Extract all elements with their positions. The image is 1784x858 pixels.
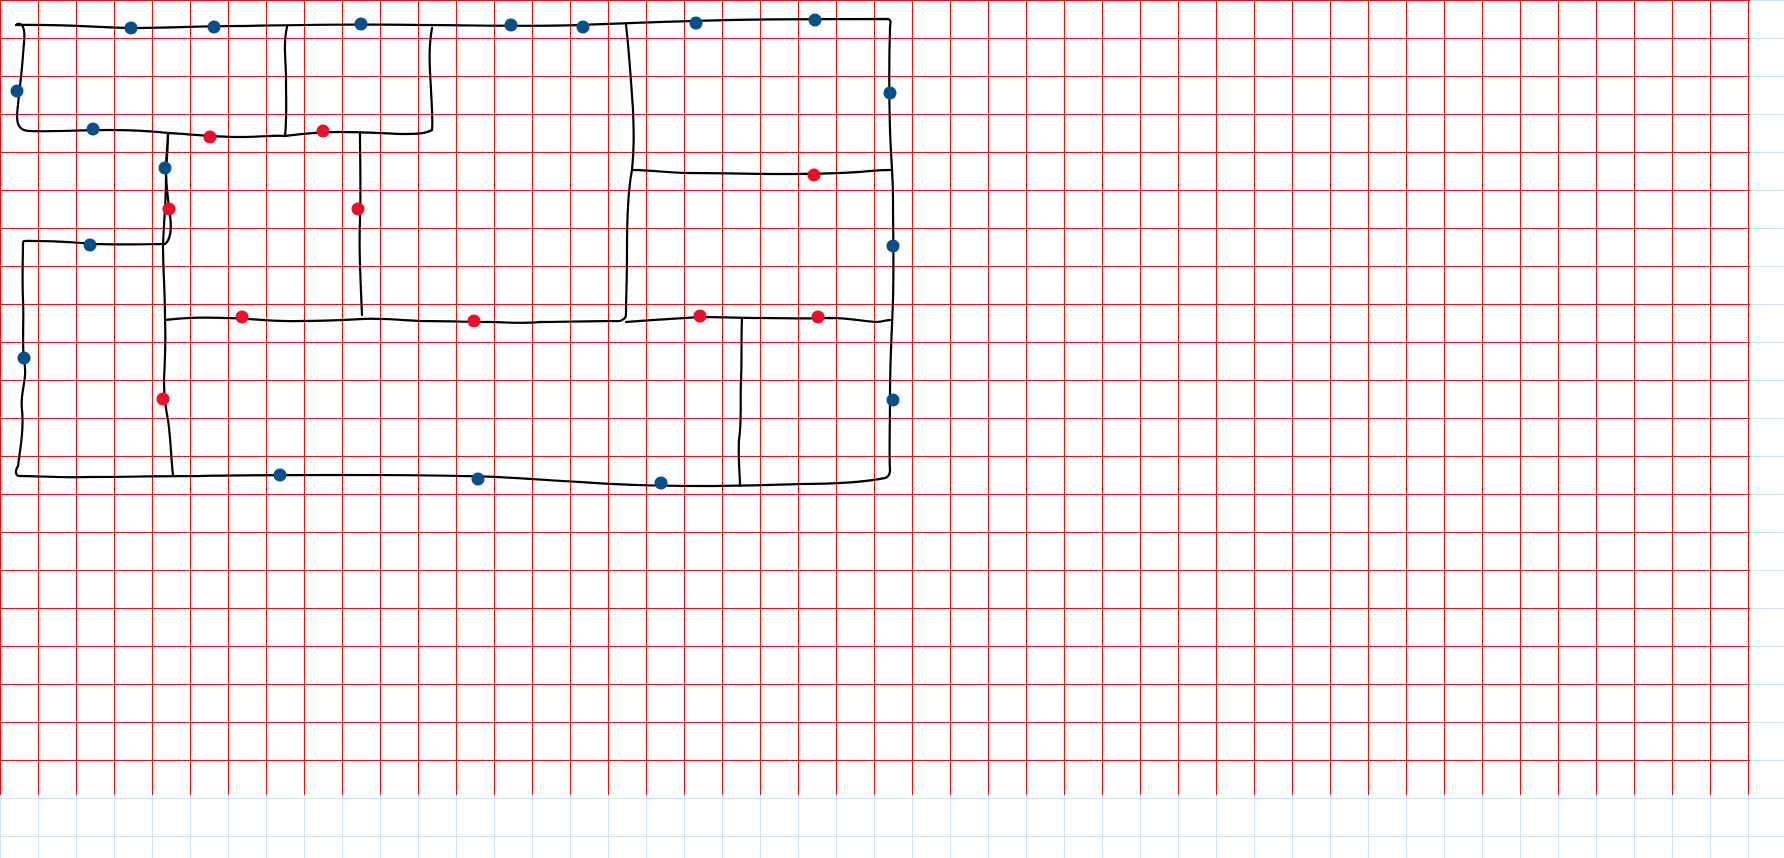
red-point [203,130,217,144]
blue-point [158,161,172,175]
blue-point [17,351,31,365]
blue-point [354,17,368,31]
interior-wall-corridor-left [161,131,170,322]
blue-point [576,20,590,34]
outer-wall-right [883,26,895,480]
outer-wall-bottom [14,464,887,488]
blue-point [886,393,900,407]
red-point [811,310,825,324]
blue-point [10,84,24,98]
red-point [351,202,365,216]
interior-wall-corridor-right [358,130,364,317]
interior-wall-right-room-divider [630,168,892,176]
red-point [807,168,821,182]
blue-point [808,13,822,27]
outer-wall-left-upper [14,22,170,135]
red-point [316,124,330,138]
blue-point [883,86,897,100]
blue-point [886,239,900,253]
interior-wall-top-left-vertical [283,25,289,138]
red-grid [0,0,1750,795]
red-point [235,310,249,324]
red-point [693,309,707,323]
interior-wall-top-row-bottom [166,128,434,139]
interior-wall-top-middle-vertical [428,26,434,132]
blue-point [504,18,518,32]
blue-point [471,472,485,486]
blue-point [273,468,287,482]
blue-point [689,16,703,30]
red-point [162,202,176,216]
blue-point [654,476,668,490]
interior-wall-right-lower-horizontal [624,315,892,324]
blue-point [124,21,138,35]
points [10,13,900,490]
red-point [156,392,170,406]
outer-wall-top [14,17,892,30]
blue-point [207,20,221,34]
blue-point [86,122,100,136]
blue-point [83,238,97,252]
interior-wall-bottom-right-vertical [737,316,744,488]
red-point [467,314,481,328]
